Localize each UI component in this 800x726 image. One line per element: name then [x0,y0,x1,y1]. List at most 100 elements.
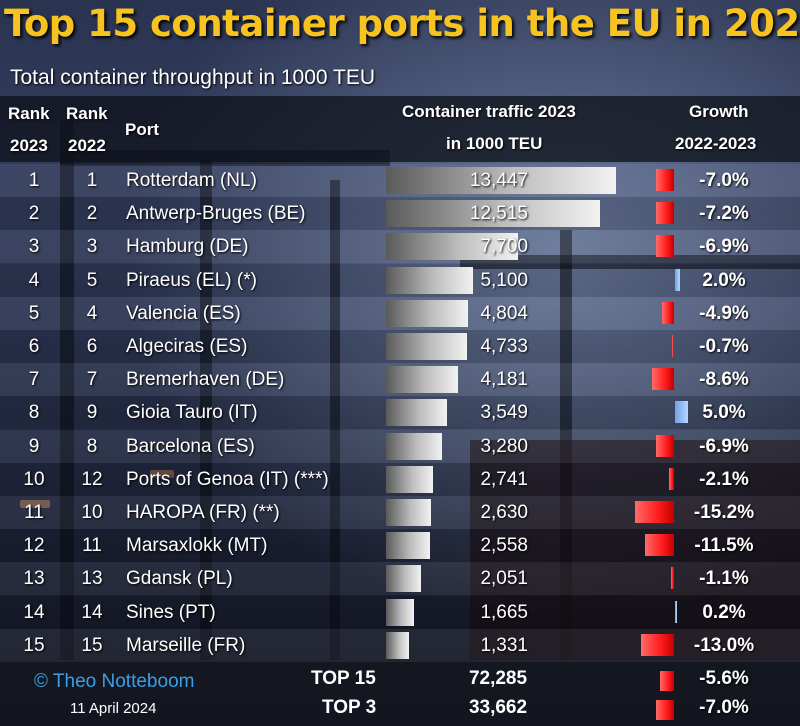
growth-period-header: 2022-2023 [675,134,757,153]
year-2022-header: 2022 [68,136,106,155]
port-name: Gioia Tauro (IT) [126,402,258,423]
growth-header: Growth [689,102,749,121]
traffic-bar [386,532,430,559]
rank-2022: 6 [86,336,98,357]
growth-bar [668,468,674,490]
rank-2022: 11 [82,535,102,556]
growth-value: -7.0% [699,170,749,191]
growth-value: -1.1% [699,568,749,589]
crane-silhouette [60,120,74,660]
traffic-bar [386,599,414,626]
growth-value: -6.9% [699,436,749,457]
rank-2022: 3 [86,236,98,257]
traffic-value: 2,630 [480,502,528,523]
rank-2023: 1 [28,170,40,191]
traffic-bar [386,466,433,493]
traffic-bar [386,565,421,592]
rank-2023: 9 [28,436,40,457]
growth-value: -6.9% [699,236,749,257]
growth-value: -2.1% [699,469,749,490]
traffic-value: 4,804 [480,303,528,324]
port-name: Barcelona (ES) [126,436,255,457]
port-name: Rotterdam (NL) [126,170,257,191]
rank-2023: 3 [28,236,40,257]
growth-bar [656,700,674,720]
total-label: TOP 15 [311,668,376,689]
rank-2022: 12 [81,469,103,490]
rank-2023-header: Rank [8,104,50,123]
growth-bar [635,501,674,523]
rank-2022: 15 [81,635,103,656]
growth-value: 5.0% [702,402,746,423]
growth-bar [656,169,674,191]
traffic-value: 3,280 [480,436,528,457]
rank-2023: 14 [23,602,45,623]
traffic-value: 2,051 [480,568,528,589]
crane-silhouette [200,160,212,660]
rank-2022-header: Rank [66,104,108,123]
traffic-bar [386,499,431,526]
growth-value: -15.2% [693,502,755,523]
traffic-bar [386,333,467,360]
crane-silhouette [460,255,800,269]
port-header: Port [125,120,159,139]
port-name: Antwerp-Bruges (BE) [126,203,306,224]
growth-bar [675,601,677,623]
rank-2022: 2 [86,203,98,224]
rank-2022: 4 [86,303,98,324]
traffic-value: 13,447 [469,170,528,191]
rank-2023: 6 [28,336,40,357]
rank-2022: 9 [86,402,98,423]
rank-2023: 8 [28,402,40,423]
growth-value: -0.7% [699,336,749,357]
chart-subtitle: Total container throughput in 1000 TEU [10,66,376,89]
growth-value: -8.6% [699,369,749,390]
total-label: TOP 3 [322,697,377,718]
growth-bar [675,269,681,291]
growth-bar [644,534,674,556]
traffic-value: 12,515 [469,203,528,224]
growth-value: 0.2% [702,602,746,623]
rank-2023: 12 [23,535,45,556]
traffic-value: 4,733 [480,336,528,357]
port-name: Marsaxlokk (MT) [126,535,268,556]
traffic-unit-header: in 1000 TEU [446,134,543,153]
port-name: Sines (PT) [126,602,216,623]
crane-silhouette [330,180,340,660]
year-2023-header: 2023 [10,136,48,155]
total-traffic-value: 72,285 [468,668,528,689]
total-growth-value: -7.0% [699,697,749,718]
growth-bar [672,335,674,357]
port-name: Gdansk (PL) [126,568,233,589]
traffic-bar [386,399,447,426]
growth-bar [656,235,674,257]
total-growth-value: -5.6% [699,668,749,689]
traffic-value: 3,549 [480,402,528,423]
traffic-value: 2,741 [480,469,528,490]
traffic-value: 2,558 [480,535,528,556]
growth-bar [640,634,674,656]
growth-value: -4.9% [699,303,749,324]
total-traffic-value: 33,662 [468,697,528,718]
rank-2023: 13 [23,568,45,589]
traffic-bar [386,366,458,393]
traffic-value: 1,331 [480,635,528,656]
traffic-header: Container traffic 2023 [402,102,576,121]
growth-bar [655,202,674,224]
growth-value: 2.0% [702,270,746,291]
growth-value: -13.0% [693,635,755,656]
traffic-bar [386,267,473,294]
dock-light [20,500,50,508]
rank-2022: 14 [81,602,103,623]
traffic-bar [386,200,600,227]
rank-2022: 1 [86,170,98,191]
port-name: Piraeus (EL) (*) [126,270,257,291]
rank-2022: 13 [81,568,103,589]
traffic-bar [386,167,616,194]
growth-bar [661,302,674,324]
date: 11 April 2024 [70,700,157,717]
rank-2023: 7 [28,369,40,390]
growth-bar [675,401,688,423]
port-name: Bremerhaven (DE) [126,369,285,390]
